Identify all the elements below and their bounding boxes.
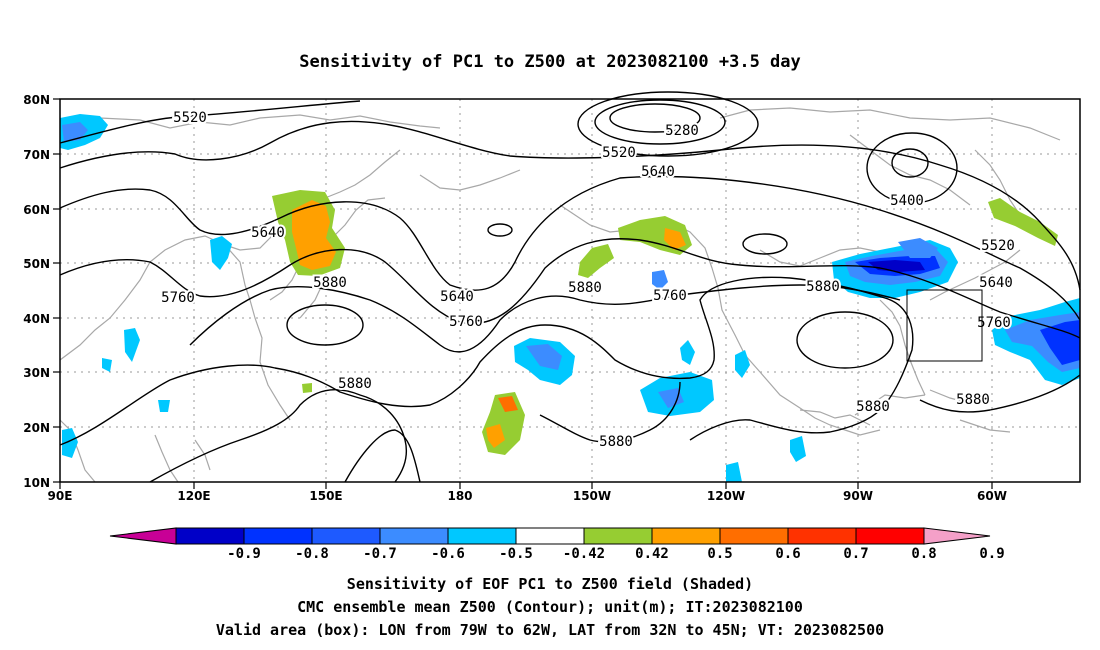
contour-label: 5880	[956, 392, 990, 408]
colorbar-swatch	[583, 527, 653, 545]
contour-label: 5880	[806, 279, 840, 295]
footer-line-2: CMC ensemble mean Z500 (Contour); unit(m…	[297, 598, 803, 616]
colorbar-label: 0.42	[635, 546, 669, 562]
contour-label: 5520	[981, 238, 1015, 254]
colorbar-label: 0.9	[979, 546, 1004, 562]
colorbar-swatch	[447, 527, 517, 545]
valid-area-box	[906, 289, 983, 362]
gridlines	[60, 99, 1080, 482]
colorbar-swatch	[175, 527, 245, 545]
lon-label: 60W	[977, 489, 1007, 503]
longitude-labels: 90E 120E 150E 180 150W 120W 90W 60W	[48, 489, 1007, 503]
colorbar-label: 0.7	[843, 546, 868, 562]
colorbar-swatch	[719, 527, 789, 545]
contour-label: 5280	[665, 123, 699, 139]
contour-label: 5400	[890, 193, 924, 209]
tick-marks	[53, 98, 993, 489]
map-frame	[59, 98, 1081, 483]
lon-label: 90W	[843, 489, 873, 503]
contour-label: 5640	[979, 275, 1013, 291]
contour-label: 5760	[653, 288, 687, 304]
contour-label: 5880	[568, 280, 602, 296]
lon-label: 90E	[48, 489, 73, 503]
colorbar-label: 0.6	[775, 546, 800, 562]
colorbar-label: 0.5	[707, 546, 732, 562]
colorbar-arrow-low	[109, 527, 177, 545]
colorbar-swatch	[651, 527, 721, 545]
colorbar-label: -0.5	[499, 546, 533, 562]
footer-line-3: Valid area (box): LON from 79W to 62W, L…	[216, 621, 884, 639]
contour-label: 5880	[313, 275, 347, 291]
colorbar-label: -0.42	[563, 546, 605, 562]
lat-label: 10N	[23, 476, 50, 490]
lon-label: 120E	[177, 489, 210, 503]
lon-label: 150E	[309, 489, 342, 503]
lon-label: 120W	[707, 489, 745, 503]
colorbar-swatch	[787, 527, 857, 545]
colorbar-arrow-high	[923, 527, 991, 545]
contour-labels: 5520 5280 5520 5640 5400 5640 5760 5880 …	[159, 108, 1017, 452]
contour-label: 5640	[251, 225, 285, 241]
contour-label: 5880	[338, 376, 372, 392]
colorbar-swatch	[515, 527, 585, 545]
map-title: Sensitivity of PC1 to Z500 at 2023082100…	[299, 52, 801, 72]
contour-label: 5880	[599, 434, 633, 450]
contour-label: 5760	[977, 315, 1011, 331]
contour-label: 5880	[856, 399, 890, 415]
contour-label: 5760	[449, 314, 483, 330]
lat-label: 30N	[23, 366, 50, 380]
colorbar-label: -0.6	[431, 546, 465, 562]
contour-label: 5760	[161, 290, 195, 306]
lat-label: 20N	[23, 421, 50, 435]
lat-label: 40N	[23, 312, 50, 326]
colorbar-label: 0.8	[911, 546, 936, 562]
lat-label: 80N	[23, 93, 50, 107]
colorbar-swatch	[379, 527, 449, 545]
colorbar-swatch	[243, 527, 313, 545]
colorbar-label: -0.7	[363, 546, 397, 562]
colorbar: -0.9 -0.8 -0.7 -0.6 -0.5 -0.42 0.42 0.5 0.6 0.7 0.…	[109, 527, 1005, 562]
lon-label: 150W	[573, 489, 611, 503]
contour-label: 5640	[440, 289, 474, 305]
lat-label: 50N	[23, 257, 50, 271]
lon-label: 180	[447, 489, 472, 503]
colorbar-label: -0.8	[295, 546, 329, 562]
colorbar-swatch	[311, 527, 381, 545]
contour-label: 5520	[602, 145, 636, 161]
z500-contours	[59, 91, 1081, 483]
latitude-labels: 80N 70N 60N 50N 40N 30N 20N 10N	[23, 93, 50, 490]
sensitivity-shading	[60, 114, 1080, 482]
colorbar-swatch	[855, 527, 925, 545]
lat-label: 60N	[23, 203, 50, 217]
contour-label: 5640	[641, 164, 675, 180]
footer-line-1: Sensitivity of EOF PC1 to Z500 field (Sh…	[347, 575, 753, 593]
colorbar-label: -0.9	[227, 546, 261, 562]
contour-label: 5520	[173, 110, 207, 126]
lat-label: 70N	[23, 148, 50, 162]
